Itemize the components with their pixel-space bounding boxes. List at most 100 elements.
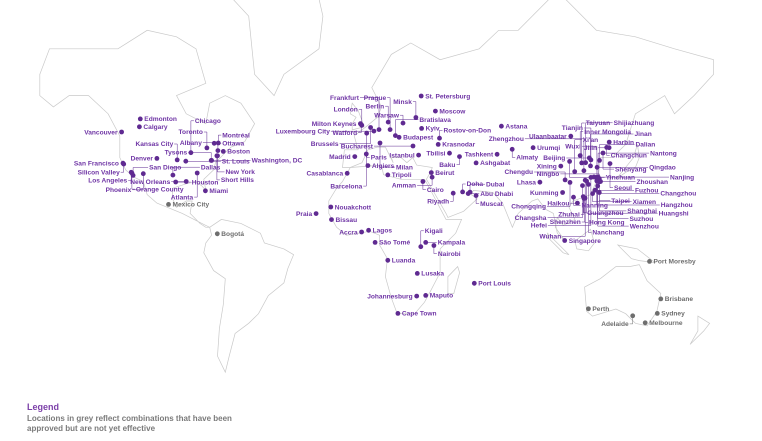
location-st-petersburg[interactable]: St. Petersburg	[418, 93, 470, 100]
location-shenyang[interactable]: Shenyang	[600, 150, 647, 174]
location-marker[interactable]	[423, 240, 429, 245]
location-marker[interactable]	[530, 145, 536, 151]
location-xi-an[interactable]: Xi'an	[572, 137, 598, 175]
location-marker[interactable]	[435, 142, 441, 147]
location-marker[interactable]	[588, 163, 593, 169]
location-marker[interactable]	[433, 108, 438, 114]
location-praia[interactable]: Praia	[296, 211, 319, 218]
location-boston[interactable]: Boston	[220, 149, 250, 156]
location-san-diego[interactable]: San Diego	[130, 165, 182, 178]
location-marker[interactable]	[174, 157, 180, 163]
location-albany[interactable]: Albany	[180, 140, 221, 154]
location-denver[interactable]: Denver	[131, 156, 160, 163]
location-marker[interactable]	[363, 151, 369, 157]
location-marker[interactable]	[137, 124, 142, 130]
location-almaty[interactable]: Almaty	[509, 146, 539, 162]
location-marker[interactable]	[215, 140, 221, 146]
location-nanchang[interactable]: Nanchang	[586, 182, 624, 237]
location-marker[interactable]	[586, 306, 591, 312]
location-luxembourg-city[interactable]: Luxembourg City	[276, 128, 377, 135]
location-port-moresby[interactable]: Port Moresby	[647, 259, 696, 266]
location-marker[interactable]	[428, 170, 434, 176]
location-tashkent[interactable]: Tashkent	[465, 152, 500, 159]
location-brisbane[interactable]: Brisbane	[658, 296, 693, 303]
location-marker[interactable]	[630, 313, 636, 319]
location-atlanta[interactable]: Atlanta	[171, 170, 200, 202]
location-cairo[interactable]: Cairo	[420, 179, 444, 194]
location-inner-mongolia[interactable]: Inner Mongolia	[577, 129, 632, 159]
location-qingdao[interactable]: Qingdao	[594, 165, 676, 172]
location-warsaw[interactable]: Warsaw	[374, 112, 406, 126]
location-marker[interactable]	[606, 139, 612, 145]
location-marker[interactable]	[183, 158, 189, 164]
location-istanbul[interactable]: Istanbul	[389, 152, 421, 159]
location-toronto[interactable]: Toronto	[179, 129, 210, 151]
location-marker[interactable]	[396, 134, 402, 140]
location-marker[interactable]	[418, 93, 424, 99]
location-jinan[interactable]: Jinan	[588, 131, 652, 169]
location-marker[interactable]	[414, 271, 420, 276]
location-marker[interactable]	[419, 125, 424, 131]
location-marker[interactable]	[154, 156, 160, 161]
location-marker[interactable]	[359, 122, 365, 128]
location-dalian[interactable]: Dalian	[597, 142, 655, 163]
location-lagos[interactable]: Lagos	[366, 228, 392, 235]
location-marker[interactable]	[562, 177, 568, 183]
location-kansas-city[interactable]: Kansas City	[136, 141, 180, 163]
location-marker[interactable]	[562, 238, 568, 243]
location-marker[interactable]	[580, 183, 585, 189]
location-ulaanbaatar[interactable]: Ulaanbaatar	[529, 134, 574, 141]
location-perth[interactable]: Perth	[586, 306, 609, 313]
location-port-louis[interactable]: Port Louis	[471, 281, 511, 288]
location-marker[interactable]	[393, 133, 398, 139]
location-marker[interactable]	[447, 150, 452, 156]
location-montreal[interactable]: Montréal	[215, 132, 250, 146]
location-st-louis[interactable]: St. Louis	[183, 159, 250, 166]
location-astana[interactable]: Astana	[499, 124, 528, 131]
location-sao-tome[interactable]: São Tomé	[372, 240, 411, 247]
location-marker[interactable]	[364, 130, 370, 136]
location-shijiazhuang[interactable]: Shijiazhuang	[583, 120, 654, 166]
location-xiamen[interactable]: Xiamen	[590, 191, 656, 206]
location-marker[interactable]	[437, 135, 442, 141]
location-tripoli[interactable]: Tripoli	[385, 172, 412, 179]
location-marker[interactable]	[575, 200, 580, 206]
location-marker[interactable]	[473, 160, 479, 166]
location-marker[interactable]	[137, 116, 143, 122]
location-nairobi[interactable]: Nairobi	[431, 243, 461, 258]
location-adelaide[interactable]: Adelaide	[601, 313, 636, 328]
location-marker[interactable]	[121, 161, 127, 167]
location-berlin[interactable]: Berlin	[366, 103, 391, 125]
location-marker[interactable]	[170, 172, 176, 178]
location-marker[interactable]	[376, 127, 382, 132]
location-yinchuan[interactable]: Yinchuan	[567, 159, 635, 182]
location-marker[interactable]	[588, 175, 594, 180]
location-mexico-city[interactable]: Mexico City	[166, 202, 209, 209]
location-frankfurt[interactable]: Frankfurt	[330, 95, 382, 132]
location-taipei[interactable]: Taipei	[596, 190, 630, 205]
location-marker[interactable]	[208, 158, 214, 163]
location-kunming[interactable]: Kunming	[530, 190, 565, 197]
location-marker[interactable]	[586, 182, 591, 187]
location-marker[interactable]	[352, 154, 358, 160]
location-edmonton[interactable]: Edmonton	[137, 116, 177, 123]
location-beijing[interactable]: Beijing	[543, 155, 592, 162]
location-marker[interactable]	[582, 195, 588, 201]
location-marker[interactable]	[600, 150, 606, 156]
location-kyiv[interactable]: Kyiv	[419, 126, 440, 133]
location-changsha[interactable]: Changsha	[515, 183, 585, 222]
location-marker[interactable]	[140, 171, 146, 177]
location-marker[interactable]	[606, 145, 612, 151]
location-marker[interactable]	[366, 227, 371, 233]
location-shenzhen[interactable]: Shenzhen	[550, 195, 588, 227]
location-marker[interactable]	[571, 194, 576, 200]
location-marker[interactable]	[465, 191, 471, 197]
location-marker[interactable]	[410, 143, 416, 149]
location-bratislava[interactable]: Bratislava	[393, 117, 451, 139]
location-haikou[interactable]: Haikou	[547, 200, 580, 207]
location-marker[interactable]	[313, 211, 319, 217]
location-marker[interactable]	[607, 161, 613, 167]
location-marker[interactable]	[385, 172, 391, 178]
location-marker[interactable]	[183, 179, 189, 184]
location-hefei[interactable]: Hefei	[531, 175, 594, 230]
